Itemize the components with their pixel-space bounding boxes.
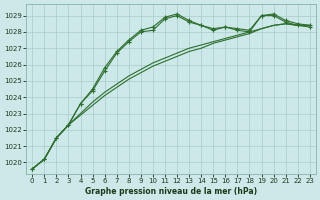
X-axis label: Graphe pression niveau de la mer (hPa): Graphe pression niveau de la mer (hPa) bbox=[85, 187, 257, 196]
